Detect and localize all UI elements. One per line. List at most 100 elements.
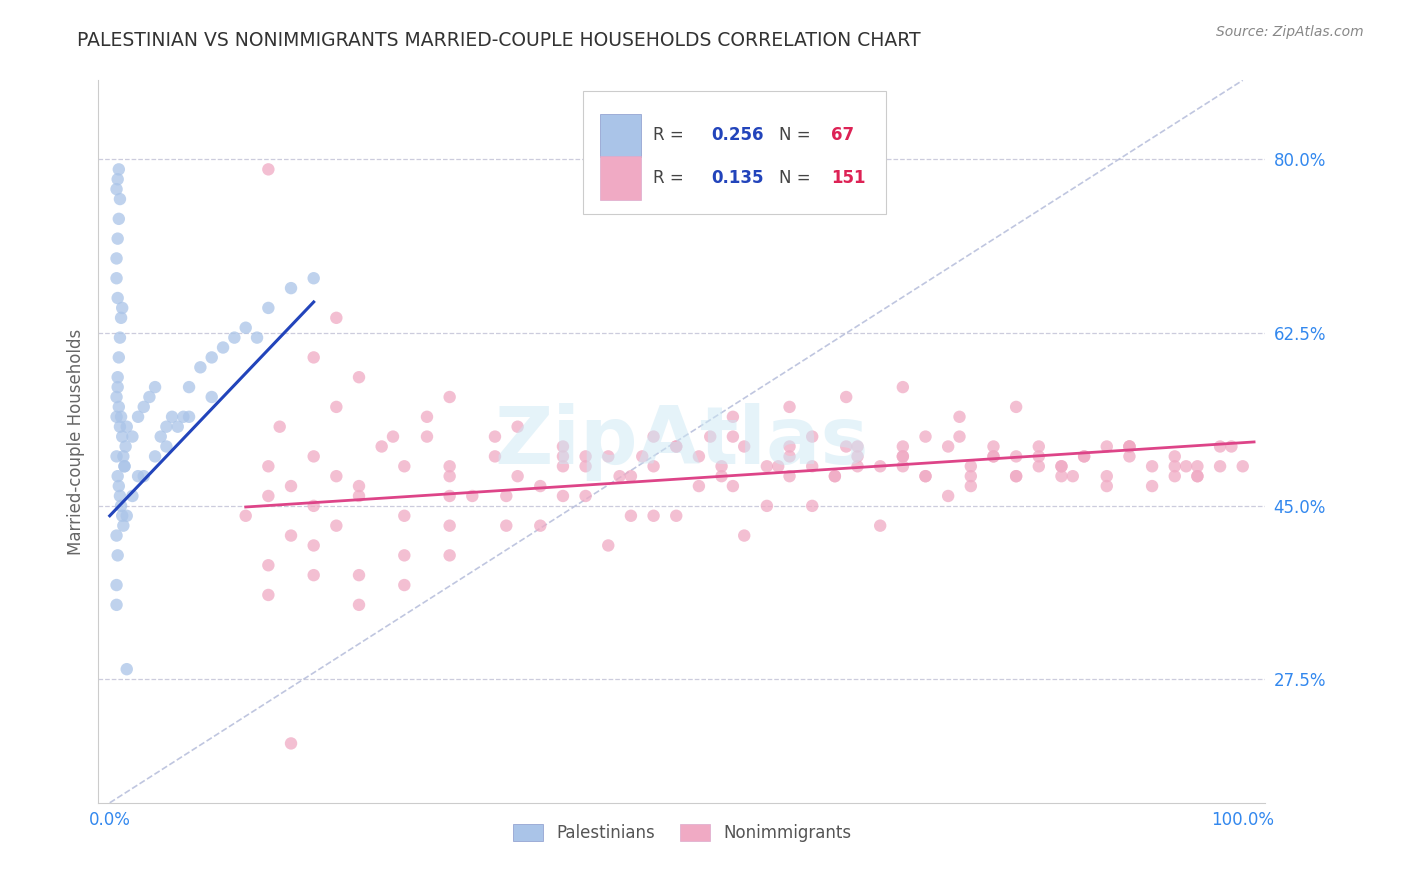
Point	[835, 440, 858, 454]
Point	[959, 479, 981, 493]
Point	[107, 172, 129, 186]
Point	[721, 429, 744, 443]
Point	[201, 351, 224, 365]
Point	[529, 479, 551, 493]
Point	[1232, 459, 1254, 474]
Legend: Palestinians, Nonimmigrants: Palestinians, Nonimmigrants	[506, 817, 858, 848]
Point	[114, 440, 136, 454]
Point	[280, 281, 302, 295]
Point	[111, 508, 134, 523]
Point	[506, 469, 529, 483]
Point	[620, 508, 643, 523]
Point	[107, 549, 129, 563]
Point	[1140, 479, 1163, 493]
Point	[347, 370, 370, 384]
Point	[914, 469, 936, 483]
Point	[575, 459, 598, 474]
Point	[1164, 459, 1187, 474]
Text: R =: R =	[652, 126, 689, 145]
Point	[132, 469, 155, 483]
Point	[439, 518, 461, 533]
Point	[127, 409, 149, 424]
Point	[394, 459, 416, 474]
Bar	[600, 156, 641, 200]
Point	[1187, 469, 1209, 483]
Point	[688, 479, 710, 493]
Point	[1050, 459, 1073, 474]
Point	[733, 440, 755, 454]
Point	[235, 320, 257, 334]
Point	[1073, 450, 1095, 464]
Point	[108, 192, 131, 206]
Point	[257, 162, 280, 177]
Point	[302, 568, 325, 582]
Point	[779, 469, 801, 483]
Point	[869, 459, 891, 474]
Point	[598, 539, 620, 553]
Point	[416, 409, 439, 424]
Point	[688, 450, 710, 464]
Point	[643, 508, 665, 523]
Point	[665, 440, 688, 454]
Text: 67: 67	[831, 126, 855, 145]
Bar	[600, 113, 641, 157]
Point	[439, 469, 461, 483]
Text: 0.256: 0.256	[711, 126, 763, 145]
Point	[105, 252, 128, 266]
Point	[835, 390, 858, 404]
Point	[1140, 459, 1163, 474]
Point	[665, 440, 688, 454]
Point	[801, 429, 824, 443]
Point	[190, 360, 212, 375]
Point	[257, 558, 280, 573]
Point	[755, 499, 778, 513]
Point	[280, 479, 302, 493]
Point	[721, 409, 744, 424]
Text: R =: R =	[652, 169, 689, 187]
Point	[111, 301, 134, 315]
Point	[1118, 440, 1140, 454]
Point	[551, 450, 574, 464]
Point	[108, 330, 131, 344]
Point	[149, 429, 172, 443]
Point	[394, 578, 416, 592]
Point	[110, 310, 132, 325]
Point	[891, 450, 914, 464]
Point	[143, 450, 166, 464]
Point	[495, 518, 517, 533]
Text: 0.135: 0.135	[711, 169, 763, 187]
Point	[325, 400, 347, 414]
Point	[108, 162, 131, 177]
Point	[127, 469, 149, 483]
Point	[529, 518, 551, 533]
Point	[114, 459, 136, 474]
Point	[1220, 440, 1243, 454]
Point	[107, 370, 129, 384]
Point	[1028, 450, 1050, 464]
Point	[394, 508, 416, 523]
Point	[1050, 459, 1073, 474]
Point	[620, 469, 643, 483]
Point	[112, 518, 135, 533]
Point	[115, 419, 138, 434]
Point	[347, 598, 370, 612]
Point	[121, 489, 143, 503]
Point	[105, 409, 128, 424]
Point	[111, 429, 134, 443]
Point	[846, 459, 869, 474]
Point	[936, 489, 959, 503]
Point	[439, 390, 461, 404]
Point	[201, 390, 224, 404]
Point	[643, 459, 665, 474]
Point	[212, 341, 235, 355]
Point	[105, 390, 128, 404]
Point	[1118, 440, 1140, 454]
Point	[551, 459, 574, 474]
Point	[108, 400, 131, 414]
Point	[948, 429, 970, 443]
Point	[439, 489, 461, 503]
Point	[347, 568, 370, 582]
Point	[699, 429, 721, 443]
Point	[107, 291, 129, 305]
Point	[1028, 459, 1050, 474]
